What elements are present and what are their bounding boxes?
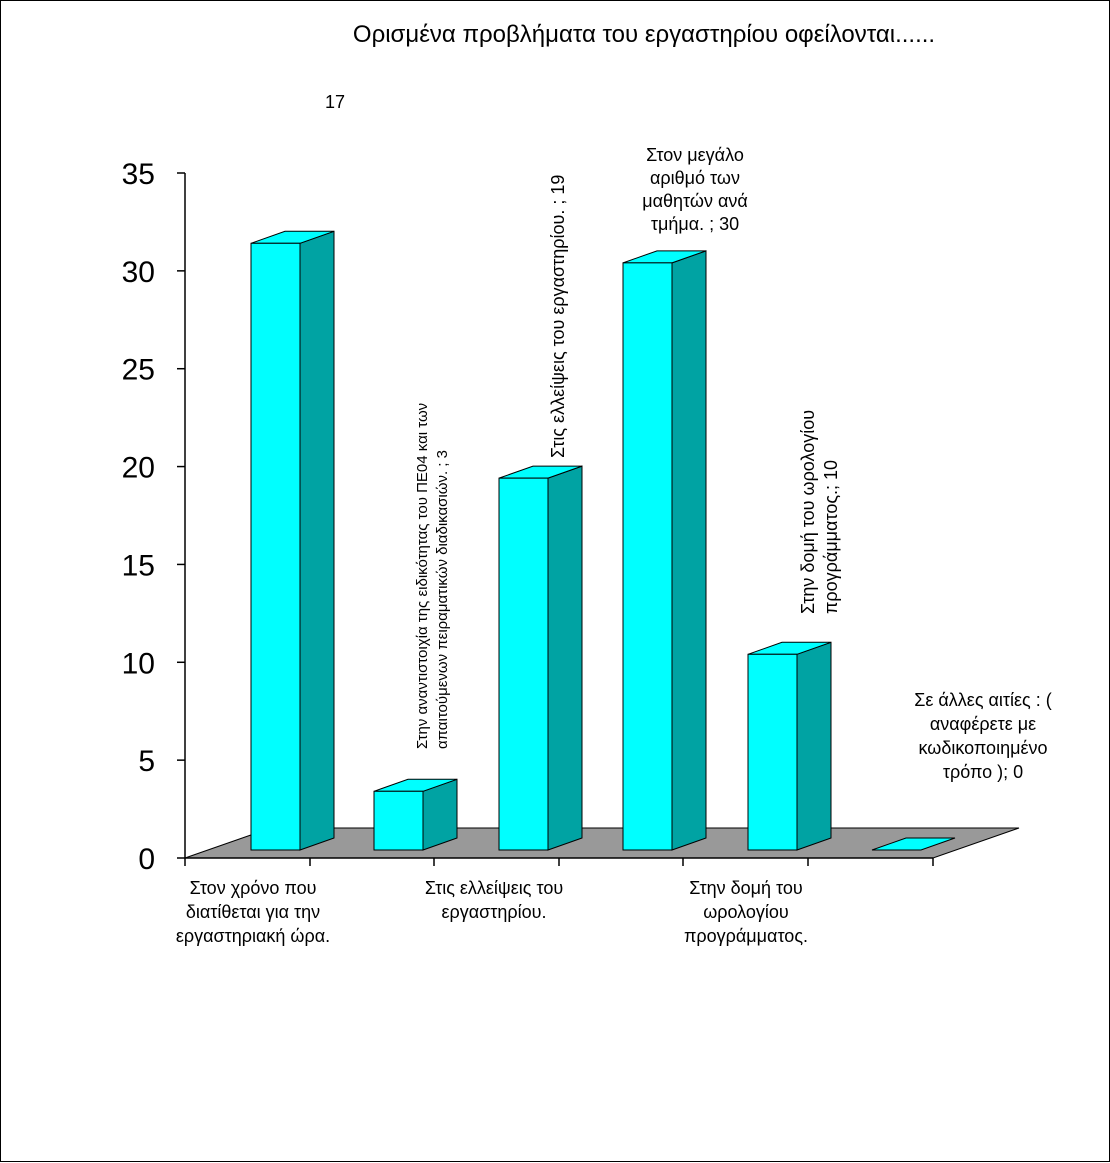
- bar-5: [747, 641, 832, 851]
- bar-2: [373, 778, 458, 851]
- y-tick-label: 0: [138, 843, 155, 876]
- data-label: Στον μεγάλο αριθμό των μαθητών ανά τμήμα. ;…: [642, 145, 748, 234]
- bar-6: [871, 837, 956, 851]
- bar-side: [796, 641, 832, 851]
- bar-front: [747, 653, 798, 851]
- x-category-label: Στον χρόνο που διατίθεται για την εργαστηρ…: [176, 878, 330, 946]
- y-tick-label: 20: [122, 452, 155, 485]
- y-tick-label: 5: [138, 745, 155, 778]
- bar-side: [299, 230, 335, 851]
- bar-front: [373, 790, 424, 851]
- x-category-label: Στις ελλείψεις του εργαστηρίου.: [425, 878, 563, 922]
- svg-text:Στις ελλείψεις του εργαστηρίου: Στις ελλείψεις του εργαστηρίου. ; 19: [548, 175, 568, 458]
- bar-front: [622, 262, 673, 851]
- data-label: Στις ελλείψεις του εργαστηρίου. ; 19: [548, 175, 568, 458]
- y-tick-label: 10: [122, 647, 155, 680]
- chart-title: Ορισμένα προβλήματα του εργαστηρίου οφεί…: [353, 21, 935, 48]
- y-tick-label: 25: [122, 354, 155, 387]
- y-tick-label: 15: [122, 549, 155, 582]
- y-tick-label: 30: [122, 256, 155, 289]
- bar-side: [671, 250, 707, 851]
- bar-4: [622, 250, 707, 851]
- bar-front: [250, 242, 301, 851]
- bar-1: [250, 230, 335, 851]
- data-label: Στην αναντιστοιχία της ειδικότητας του Π…: [414, 403, 451, 749]
- data-label: 17: [325, 92, 345, 112]
- y-tick-label: 35: [122, 158, 155, 191]
- svg-text:Στην αναντιστοιχία της ειδικότ: Στην αναντιστοιχία της ειδικότητας του Π…: [414, 403, 451, 749]
- bar-3: [498, 465, 583, 851]
- data-label: Στην δομή του ωρολογίου προγράμματος.; 10: [798, 410, 841, 614]
- x-category-label: Στην δομή του ωρολογίου προγράμματος.: [684, 878, 808, 946]
- bar-front: [498, 477, 549, 851]
- bar-side: [547, 465, 583, 851]
- bar-top: [871, 837, 956, 851]
- data-label: Σε άλλες αιτίες : (αναφέρετε με κωδικοποι…: [914, 690, 1051, 782]
